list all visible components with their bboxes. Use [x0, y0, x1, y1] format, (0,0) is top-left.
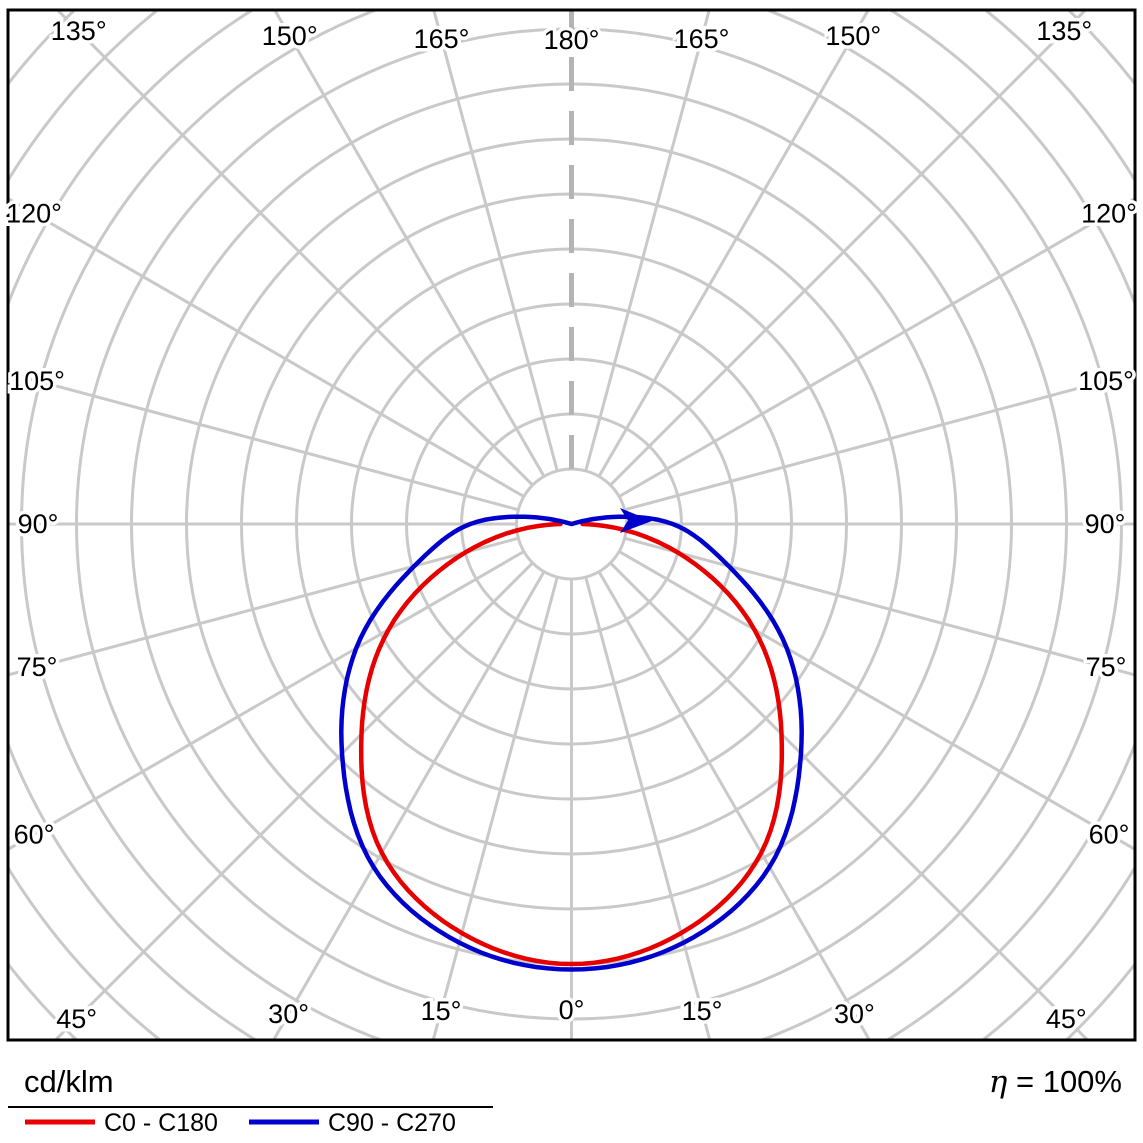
angle-label: 30°: [268, 999, 309, 1029]
grid-spoke: [597, 570, 871, 1039]
angle-label: 120°: [6, 199, 62, 229]
grid-spoke: [272, 570, 546, 1039]
angle-label: 0°: [559, 995, 585, 1025]
angle-label: 165°: [414, 24, 470, 54]
units-label: cd/klm: [24, 1064, 114, 1099]
curve-c0-c180: [358, 521, 785, 967]
angle-label: 90°: [1085, 509, 1126, 539]
grid-spoke: [609, 11, 1087, 487]
grid-spoke: [597, 11, 870, 478]
grid-spoke: [432, 576, 559, 1039]
grid-spoke: [9, 197, 525, 498]
grid-spoke: [609, 561, 1089, 1039]
angle-label: 15°: [421, 996, 462, 1026]
angle-label: 75°: [17, 652, 58, 682]
legend-label-c90-c270: C90 - C270: [328, 1109, 456, 1137]
angle-label: 165°: [674, 24, 730, 54]
grid-spoke: [9, 536, 519, 677]
grid-spoke: [56, 11, 534, 487]
plot-border: [6, 8, 1137, 1042]
efficiency-label: η = 100%: [989, 1064, 1122, 1100]
angle-label: 105°: [1078, 366, 1134, 396]
direction-arrow-icon: [620, 508, 652, 533]
angle-label: 75°: [1086, 652, 1127, 682]
grid-spoke: [9, 371, 519, 512]
grid-spoke: [273, 11, 546, 478]
angle-labels: 0° 15° 15° 30° 30° 45° 45° 60° 60° 75° 75° 90° 90° 10…: [3, 13, 1141, 1038]
angle-label: 150°: [825, 21, 881, 51]
angle-label: 15°: [682, 996, 723, 1026]
grid-spoke: [584, 11, 711, 472]
legend: cd/klm η = 100% C0 - C180 C90 - C270: [8, 1064, 1122, 1137]
angle-label: 30°: [834, 999, 875, 1029]
angle-label: 135°: [1036, 16, 1092, 46]
angle-label: 45°: [56, 1004, 97, 1034]
angle-label: 120°: [1081, 199, 1137, 229]
curve-c90-c270: [339, 514, 804, 972]
angle-label: 60°: [14, 819, 55, 849]
intensity-curves: [339, 514, 804, 972]
angle-label: 60°: [1089, 819, 1130, 849]
grid-spoke: [54, 561, 534, 1039]
eta-symbol: η: [989, 1064, 1008, 1100]
angle-label: 180°: [544, 25, 600, 55]
grid-spoke: [618, 197, 1134, 498]
angle-label: 90°: [18, 509, 59, 539]
grid-spoke: [584, 576, 711, 1039]
grid-spoke: [624, 536, 1134, 677]
grid-spoke: [624, 371, 1134, 512]
angle-label: 45°: [1046, 1004, 1087, 1034]
legend-label-c0-c180: C0 - C180: [104, 1109, 218, 1137]
angle-label: 135°: [51, 16, 107, 46]
angle-label: 105°: [9, 366, 65, 396]
grid-spoke: [432, 11, 559, 472]
angle-label: 150°: [262, 21, 318, 51]
eta-value: = 100%: [1016, 1064, 1122, 1099]
